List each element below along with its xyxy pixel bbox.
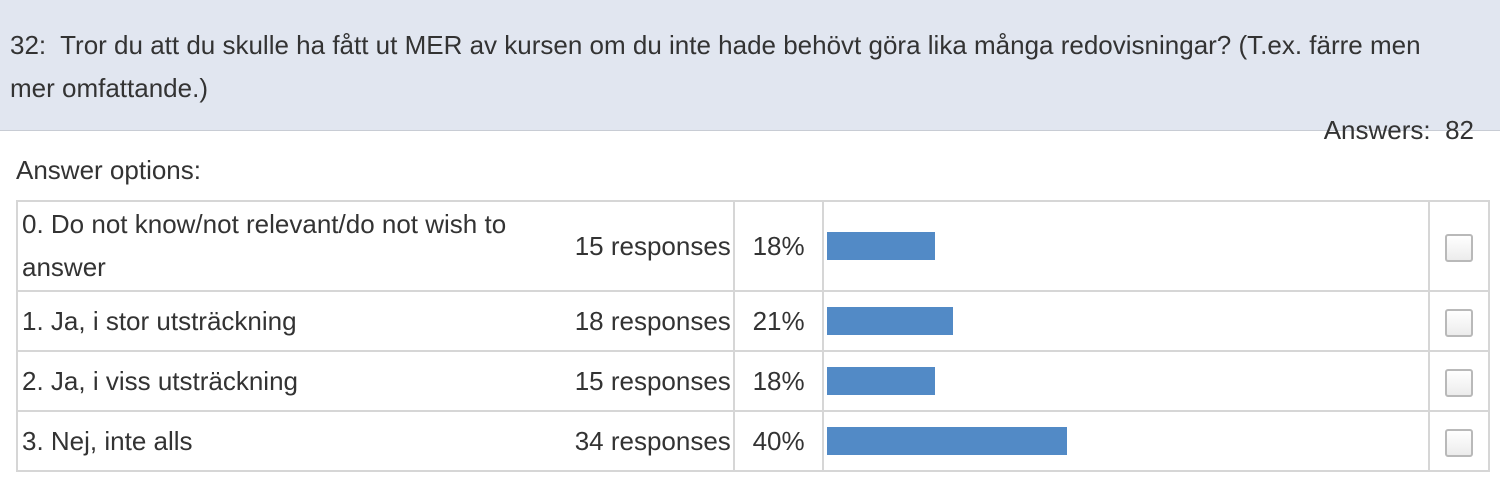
result-bar: [827, 427, 1068, 455]
option-checkbox[interactable]: [1445, 428, 1474, 457]
response-percent: 18%: [732, 350, 825, 412]
table-row: 1. Ja, i stor utsträckning 18 responses …: [15, 290, 1490, 352]
table-row: 0. Do not know/not relevant/do not wish …: [15, 200, 1490, 292]
question-text: Tror du att du skulle ha fått ut MER av …: [10, 30, 1421, 103]
bar-cell: [822, 200, 1431, 292]
results-table: 0. Do not know/not relevant/do not wish …: [15, 200, 1490, 472]
question-header: 32: Tror du att du skulle ha fått ut MER…: [0, 0, 1500, 131]
checkbox-cell: [1428, 350, 1490, 412]
checkbox-cell: [1428, 410, 1490, 472]
response-percent: 40%: [732, 410, 825, 472]
option-label: 0. Do not know/not relevant/do not wish …: [15, 200, 558, 292]
answers-label: Answers:: [1323, 115, 1431, 145]
response-count: 15 responses: [557, 200, 735, 292]
table-row: 2. Ja, i viss utsträckning 15 responses …: [15, 350, 1490, 412]
result-bar: [827, 232, 936, 260]
question-title: 32: Tror du att du skulle ha fått ut MER…: [10, 24, 1470, 110]
bar-track: [827, 427, 1427, 455]
checkbox-cell: [1428, 200, 1490, 292]
answer-options-heading: Answer options:: [16, 155, 201, 185]
result-bar: [827, 367, 936, 395]
bar-cell: [822, 290, 1431, 352]
answers-count: Answers: 82: [1324, 115, 1474, 146]
option-label: 3. Nej, inte alls: [15, 410, 558, 472]
option-checkbox[interactable]: [1445, 368, 1474, 397]
response-percent: 21%: [732, 290, 825, 352]
question-number: 32:: [10, 30, 47, 60]
option-label: 2. Ja, i viss utsträckning: [15, 350, 558, 412]
bar-cell: [822, 410, 1431, 472]
option-checkbox[interactable]: [1445, 233, 1474, 262]
response-count: 34 responses: [557, 410, 735, 472]
table-row: 3. Nej, inte alls 34 responses 40%: [15, 410, 1490, 472]
response-percent: 18%: [732, 200, 825, 292]
option-checkbox[interactable]: [1445, 308, 1474, 337]
checkbox-cell: [1428, 290, 1490, 352]
bar-cell: [822, 350, 1431, 412]
response-count: 15 responses: [557, 350, 735, 412]
bar-track: [827, 367, 1427, 395]
bar-track: [827, 307, 1427, 335]
bar-track: [827, 232, 1427, 260]
response-count: 18 responses: [557, 290, 735, 352]
result-bar: [827, 307, 954, 335]
answers-number: 82: [1445, 115, 1474, 145]
option-label: 1. Ja, i stor utsträckning: [15, 290, 558, 352]
